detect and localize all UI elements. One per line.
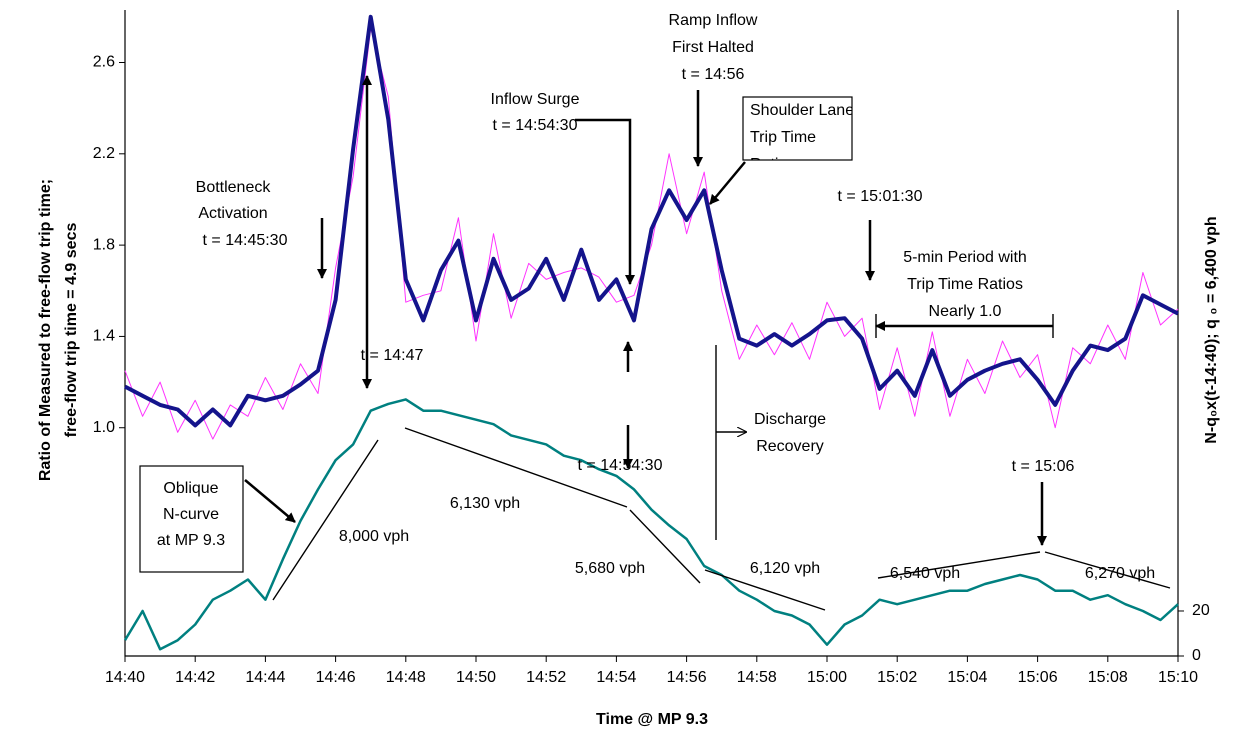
x-tick-label: 14:50 <box>456 669 496 686</box>
arrow <box>244 479 296 523</box>
x-tick-label: 15:10 <box>1158 669 1198 686</box>
annotation: t = 15:06 <box>1012 458 1075 475</box>
x-tick-label: 14:48 <box>386 669 426 686</box>
x-tick-label: 14:44 <box>245 669 285 686</box>
x-axis-title: Time @ MP 9.3 <box>596 711 708 728</box>
annotation: 8,000 vph <box>339 528 409 545</box>
plot-area: 14:40 14:42 14:44 14:46 14:48 14:50 14:52 14:54… <box>93 10 1210 686</box>
annotation-box <box>139 465 244 573</box>
annotation: Discharge <box>754 411 826 428</box>
annotation: Recovery <box>756 438 824 455</box>
arrow <box>709 161 746 205</box>
annotations: Bottleneck Activation t = 14:45:30 t = 1… <box>139 12 1171 611</box>
annotation: 6,130 vph <box>450 495 520 512</box>
series-line <box>123 398 1179 651</box>
annotation: Inflow Surge <box>491 91 580 108</box>
x-tick-label: 15:02 <box>877 669 917 686</box>
annotation: Bottleneck <box>196 179 272 196</box>
annotation: t = 15:01:30 <box>838 188 923 205</box>
y2-tick-label: 0 <box>1192 647 1201 664</box>
annotation: Trip Time <box>750 129 816 146</box>
annotation: Nearly 1.0 <box>929 303 1002 320</box>
y-tick-label: 1.0 <box>93 419 115 436</box>
annotation: 5,680 vph <box>575 560 645 577</box>
y-tick-label: 1.4 <box>93 328 115 345</box>
annotation: t = 14:54:30 <box>578 457 663 474</box>
annotation: Ratios <box>750 156 795 173</box>
annotation: First Halted <box>672 39 754 56</box>
x-tick-label: 14:40 <box>105 669 145 686</box>
annotation: at MP 9.3 <box>157 532 225 549</box>
annotation: 6,540 vph <box>890 565 960 582</box>
series-line <box>124 27 1179 440</box>
y-axis-title: Ratio of Measured to free-flow trip time… <box>37 179 54 481</box>
y2-tick-label: 20 <box>1192 602 1210 619</box>
y-tick-label: 2.2 <box>93 145 115 162</box>
x-tick-label: 14:42 <box>175 669 215 686</box>
y2-axis-title: N-q₀x(t-14:40); q ₀ = 6,400 vph <box>1203 216 1220 443</box>
annotation: 6,120 vph <box>750 560 820 577</box>
annotation: t = 14:56 <box>682 66 745 83</box>
annotation: 6,270 vph <box>1085 565 1155 582</box>
x-tick-label: 15:00 <box>807 669 847 686</box>
arrow <box>875 314 1054 338</box>
annotation: Oblique <box>163 480 218 497</box>
x-tick-label: 14:58 <box>737 669 777 686</box>
axis <box>124 10 1179 657</box>
y-tick-label: 2.6 <box>93 54 115 71</box>
annotation: Activation <box>198 205 267 222</box>
series-line <box>124 14 1179 428</box>
y-tick-label: 1.8 <box>93 236 115 253</box>
x-tick-label: 14:46 <box>316 669 356 686</box>
annotation: Shoulder Lane <box>750 102 854 119</box>
series <box>123 14 1179 651</box>
annotation: Trip Time Ratios <box>907 276 1023 293</box>
flow-line <box>272 427 1171 611</box>
annotation: t = 14:47 <box>361 347 424 364</box>
arrow <box>575 118 635 285</box>
annotation-box <box>742 96 853 161</box>
annotation: t = 14:45:30 <box>203 232 288 249</box>
annotation: 5-min Period with <box>903 249 1027 266</box>
annotation: Ramp Inflow <box>669 12 758 29</box>
annotation: t = 14:54:30 <box>493 117 578 134</box>
x-tick-label: 14:52 <box>526 669 566 686</box>
x-tick-label: 15:08 <box>1088 669 1128 686</box>
annotation: N-curve <box>163 506 219 523</box>
x-tick-label: 14:56 <box>667 669 707 686</box>
x-tick-label: 15:04 <box>947 669 987 686</box>
x-tick-label: 14:54 <box>596 669 636 686</box>
x-tick-label: 15:06 <box>1018 669 1058 686</box>
y-axis-title: free-flow trip time = 4.9 secs <box>63 223 80 438</box>
